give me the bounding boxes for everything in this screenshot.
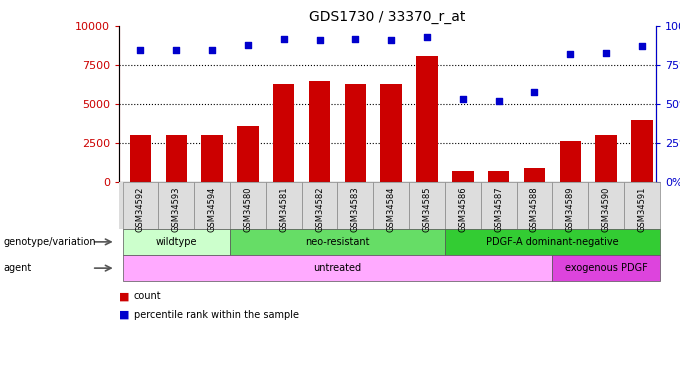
Bar — [631, 120, 653, 182]
Text: agent: agent — [3, 263, 32, 273]
Text: GSM34580: GSM34580 — [243, 186, 252, 232]
Text: untreated: untreated — [313, 263, 362, 273]
Text: GSM34583: GSM34583 — [351, 186, 360, 232]
Text: genotype/variation: genotype/variation — [3, 237, 96, 247]
Bar — [237, 126, 258, 182]
Bar — [488, 171, 509, 182]
Text: ■: ■ — [119, 310, 133, 320]
Bar — [345, 84, 366, 182]
Point — [314, 37, 325, 43]
Bar — [380, 84, 402, 182]
Point — [636, 44, 647, 50]
Bar — [524, 168, 545, 182]
Point — [278, 36, 289, 42]
Text: GSM34589: GSM34589 — [566, 186, 575, 232]
Point — [493, 98, 504, 104]
Point — [565, 51, 576, 57]
Bar — [560, 141, 581, 182]
Bar — [416, 56, 438, 182]
Bar — [165, 135, 187, 182]
Text: GSM34585: GSM34585 — [422, 186, 432, 232]
Bar — [309, 81, 330, 182]
Text: neo-resistant: neo-resistant — [305, 237, 370, 247]
Point — [529, 88, 540, 94]
Point — [135, 46, 146, 53]
Text: GSM34582: GSM34582 — [315, 186, 324, 232]
Text: GSM34586: GSM34586 — [458, 186, 467, 232]
Text: GSM34588: GSM34588 — [530, 186, 539, 232]
Point — [422, 34, 432, 40]
Text: percentile rank within the sample: percentile rank within the sample — [134, 310, 299, 320]
Text: GSM34592: GSM34592 — [136, 186, 145, 232]
Text: ■: ■ — [119, 291, 133, 301]
Text: GSM34587: GSM34587 — [494, 186, 503, 232]
Point — [207, 46, 218, 53]
Text: GSM34591: GSM34591 — [637, 186, 647, 232]
Text: GSM34584: GSM34584 — [387, 186, 396, 232]
Title: GDS1730 / 33370_r_at: GDS1730 / 33370_r_at — [309, 10, 466, 24]
Bar — [201, 135, 223, 182]
Point — [386, 37, 396, 43]
Point — [600, 50, 611, 56]
Bar — [595, 135, 617, 182]
Text: GSM34593: GSM34593 — [172, 186, 181, 232]
Text: wildtype: wildtype — [156, 237, 197, 247]
Bar — [130, 135, 151, 182]
Text: GSM34590: GSM34590 — [602, 186, 611, 232]
Text: GSM34581: GSM34581 — [279, 186, 288, 232]
Text: exogenous PDGF: exogenous PDGF — [564, 263, 647, 273]
Point — [350, 36, 361, 42]
Text: count: count — [134, 291, 162, 301]
Text: PDGF-A dominant-negative: PDGF-A dominant-negative — [486, 237, 619, 247]
Point — [171, 46, 182, 53]
Bar — [273, 84, 294, 182]
Point — [458, 96, 469, 102]
Bar — [452, 171, 473, 182]
Point — [243, 42, 254, 48]
Text: GSM34594: GSM34594 — [207, 186, 217, 232]
